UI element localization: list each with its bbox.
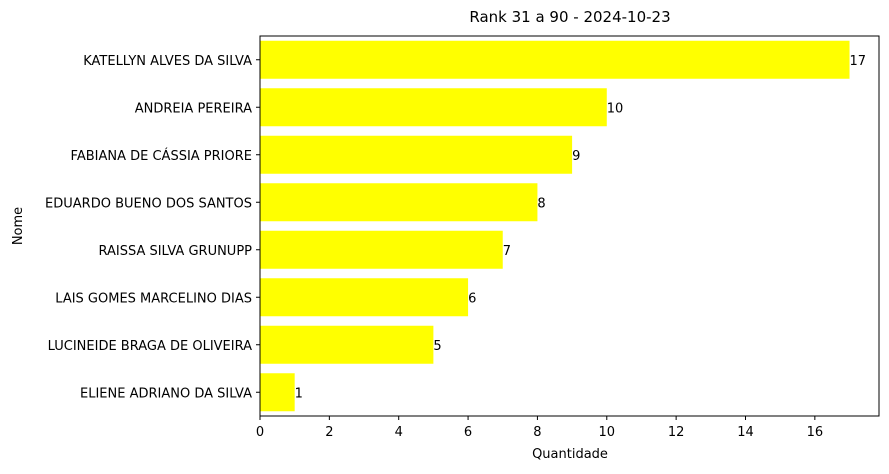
y-tick-label: FABIANA DE CÁSSIA PRIORE xyxy=(71,148,252,164)
bar-value-label: 9 xyxy=(572,149,580,164)
x-tick-label: 0 xyxy=(256,425,264,440)
y-tick-label: EDUARDO BUENO DOS SANTOS xyxy=(45,196,252,211)
bar xyxy=(260,183,538,222)
bar xyxy=(260,135,573,174)
chart-title: Rank 31 a 90 - 2024-10-23 xyxy=(469,8,670,26)
y-tick-label: LAIS GOMES MARCELINO DIAS xyxy=(55,291,252,306)
y-tick-label: ELIENE ADRIANO DA SILVA xyxy=(80,386,252,401)
bar xyxy=(260,230,503,269)
x-axis-label: Quantidade xyxy=(532,447,608,462)
bar xyxy=(260,325,434,364)
x-tick-label: 8 xyxy=(533,425,541,440)
bar-value-label: 5 xyxy=(433,339,441,354)
bar-value-label: 7 xyxy=(503,244,511,259)
bar xyxy=(260,88,607,127)
bar-value-label: 10 xyxy=(607,101,624,116)
y-tick-label: LUCINEIDE BRAGA DE OLIVEIRA xyxy=(48,339,252,354)
bar-value-label: 17 xyxy=(850,54,867,69)
x-tick-label: 12 xyxy=(668,425,685,440)
y-tick-label: ANDREIA PEREIRA xyxy=(135,101,252,116)
bar-value-label: 1 xyxy=(295,386,303,401)
bar-value-label: 8 xyxy=(537,196,545,211)
y-axis-label: Nome xyxy=(11,207,26,245)
bar xyxy=(260,40,850,79)
x-tick-label: 10 xyxy=(599,425,616,440)
bar-value-label: 6 xyxy=(468,291,476,306)
y-tick-label: KATELLYN ALVES DA SILVA xyxy=(83,54,252,69)
bar xyxy=(260,278,469,317)
x-tick-label: 16 xyxy=(807,425,824,440)
y-tick-label: RAISSA SILVA GRUNUPP xyxy=(98,244,252,259)
x-tick-label: 6 xyxy=(464,425,472,440)
plot-frame xyxy=(259,35,880,417)
bar xyxy=(260,373,295,412)
x-tick-label: 2 xyxy=(325,425,333,440)
x-tick-label: 4 xyxy=(395,425,403,440)
x-tick-label: 14 xyxy=(737,425,754,440)
